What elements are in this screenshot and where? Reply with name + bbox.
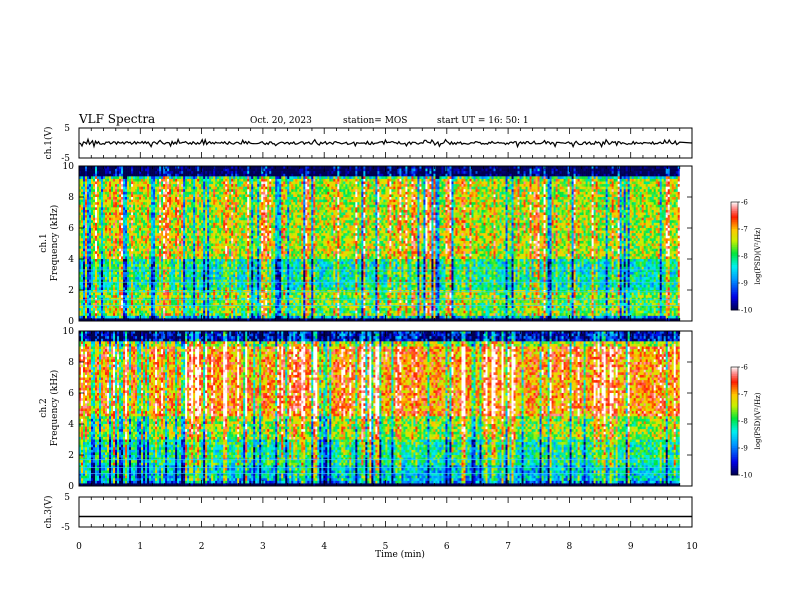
ch1-spectrogram-panel: 0 2 4 6 8 10 ch.1 Frequency (kHz) -6 -7 -8 -9 -10… [39, 162, 762, 327]
ch1-spectrogram-colorbar-label: log(PSD)(V²/Hz) [754, 227, 762, 284]
ch2-spectrogram-image [79, 331, 692, 486]
ch1-spectrogram-ytick: 4 [68, 255, 74, 265]
ch1-spectrogram-ytick: 6 [68, 224, 74, 234]
time-axis-tick: 1 [137, 542, 143, 552]
time-axis-tick: 4 [321, 542, 327, 552]
ch1-spectrogram-colorbar-tick: -7 [741, 226, 748, 234]
time-axis-tick: 7 [505, 542, 511, 552]
ch1-voltage-panel: 5 -5 ch.1(V) [43, 124, 692, 164]
time-axis-tick: 8 [567, 542, 573, 552]
ch1-spectrogram-ylabel: Frequency (kHz) [49, 205, 60, 282]
time-axis-tick: 0 [76, 542, 82, 552]
ch2-spectrogram-ytick: 10 [63, 327, 75, 337]
ch1-spectrogram-colorbar-tick: -9 [741, 280, 748, 288]
time-axis: 0 1 2 3 4 5 6 7 8 9 10 Time (min) [76, 542, 698, 560]
ch2-spectrogram-colorbar-tick: -8 [741, 418, 748, 426]
ch1-spectrogram-colorbar-tick: -10 [741, 307, 752, 315]
ch3-voltage-ytick-bottom: -5 [61, 523, 70, 533]
time-axis-tick: 3 [260, 542, 266, 552]
ch2-spectrogram-colorbar-label: log(PSD)(V²/Hz) [754, 392, 762, 449]
time-axis-tick: 6 [444, 542, 450, 552]
ch2-spectrogram-colorbar-tick: -9 [741, 445, 748, 453]
ch2-spectrogram-colorbar-tick: -10 [741, 472, 752, 480]
time-axis-tick: 10 [686, 542, 698, 552]
ch3-voltage-ytick-top: 5 [64, 493, 70, 503]
ch2-spectrogram-ytick: 0 [68, 482, 74, 492]
ch1-spectrogram-ytick: 8 [68, 193, 74, 203]
ch1-spectrogram-ytick: 10 [63, 162, 75, 172]
time-axis-label: Time (min) [375, 549, 425, 560]
ch2-spectrogram-colorbar-tick: -6 [741, 364, 748, 372]
ch2-spectrogram-panel: 0 2 4 6 8 10 ch.2 Frequency (kHz) -6 -7 -8 -9 -10… [39, 327, 762, 492]
ch2-spectrogram-channel-label: ch.2 [39, 398, 49, 417]
header-start-time: start UT = 16: 50: 1 [437, 116, 529, 126]
figure-title: VLF Spectra [78, 112, 155, 126]
ch2-spectrogram-ytick: 4 [68, 420, 74, 430]
ch2-spectrogram-ylabel: Frequency (kHz) [49, 370, 60, 447]
vlf-spectra-figure: VLF Spectra Oct. 20, 2023 station= MOS s… [0, 0, 792, 612]
ch1-spectrogram-colorbar-tick: -6 [741, 199, 748, 207]
ch2-spectrogram-ytick: 6 [68, 389, 74, 399]
time-axis-tick: 2 [199, 542, 205, 552]
ch2-spectrogram-colorbar-tick: -7 [741, 391, 748, 399]
ch1-spectrogram-colorbar-tick: -8 [741, 253, 748, 261]
ch1-spectrogram-image [79, 166, 692, 321]
header-date: Oct. 20, 2023 [250, 116, 312, 126]
ch1-voltage-trace [79, 139, 692, 146]
ch1-spectrogram-ytick: 0 [68, 317, 74, 327]
ch1-voltage-ylabel: ch.1(V) [43, 127, 54, 160]
ch3-voltage-panel: 5 -5 ch.3(V) [43, 493, 692, 533]
ch2-spectrogram-ytick: 2 [68, 451, 74, 461]
ch1-spectrogram-channel-label: ch.1 [39, 233, 49, 252]
header-station: station= MOS [343, 116, 407, 126]
ch2-spectrogram-ytick: 8 [68, 358, 74, 368]
ch3-voltage-ylabel: ch.3(V) [43, 496, 54, 529]
ch1-spectrogram-ytick: 2 [68, 286, 74, 296]
time-axis-tick: 9 [628, 542, 634, 552]
ch1-voltage-ytick-top: 5 [64, 124, 70, 134]
